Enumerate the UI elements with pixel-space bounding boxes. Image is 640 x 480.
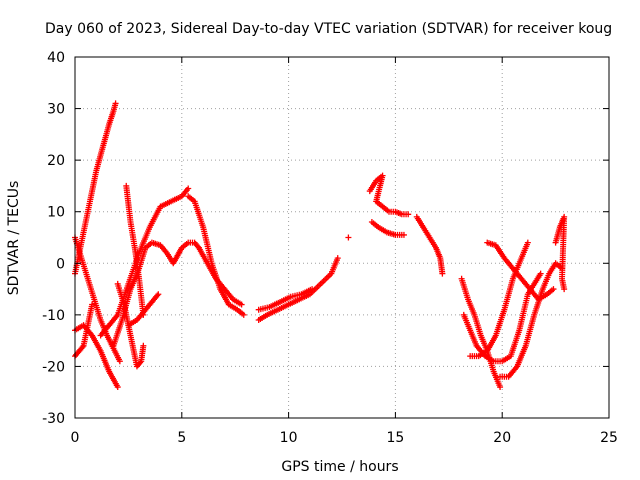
data-point <box>309 286 316 293</box>
y-tick-label: 40 <box>47 50 65 66</box>
data-point <box>112 100 119 107</box>
series-arc-short-rise <box>125 291 162 329</box>
data-point <box>79 344 86 351</box>
series-arc-18h-steep <box>458 275 504 391</box>
x-tick-label: 10 <box>280 430 298 446</box>
data-point <box>238 301 245 308</box>
series-arc-19h-down <box>484 239 557 303</box>
x-tick-label: 20 <box>493 430 511 446</box>
axis-ticks: 0 5 10 15 20 25 40 30 20 10 0 -10 -20 -30 <box>42 50 618 446</box>
data-point <box>154 292 161 299</box>
data-point <box>334 255 341 262</box>
data-point <box>405 211 412 218</box>
x-tick-label: 5 <box>177 430 186 446</box>
series-arc-12h-isolated <box>345 234 352 241</box>
series-arc-10h-upper <box>255 286 316 313</box>
x-tick-label: 15 <box>386 430 404 446</box>
data-point <box>537 270 544 277</box>
data-points <box>72 100 568 391</box>
y-axis-title: SDTVAR / TECUs <box>6 181 22 296</box>
y-tick-label: 10 <box>47 205 65 221</box>
series-arc-10h-plateau <box>255 255 341 324</box>
data-point <box>497 384 504 391</box>
data-point <box>439 270 446 277</box>
data-point <box>140 342 147 349</box>
y-tick-label: -10 <box>42 308 65 324</box>
data-point <box>524 239 531 246</box>
series-arc-from-15-down <box>123 182 147 318</box>
series-arc-19h-rise <box>467 239 531 360</box>
x-axis-title: GPS time / hours <box>281 459 398 475</box>
data-point <box>155 291 162 298</box>
data-point <box>550 286 557 293</box>
series-arc-drop-from-5 <box>72 234 123 365</box>
series-arc-16h-drop <box>413 213 446 277</box>
y-tick-label: 0 <box>56 256 65 272</box>
x-tick-label: 25 <box>600 430 618 446</box>
data-point <box>561 286 568 293</box>
y-tick-label: -30 <box>42 411 65 427</box>
series-arc-rise-to-31 <box>72 100 119 277</box>
series-arc-rise-to-12 <box>97 185 192 339</box>
data-point <box>194 243 201 250</box>
series-arc-14h-cluster <box>366 172 412 218</box>
data-point <box>137 359 144 366</box>
data-point <box>400 231 407 238</box>
series-arc-22h-tail <box>552 213 568 293</box>
series-arc-14h-lower <box>368 219 407 238</box>
series-arc-down-to-24 <box>72 322 121 391</box>
series-arc-decline-to-minus9 <box>195 244 245 308</box>
data-point <box>240 311 247 318</box>
y-tick-label: 20 <box>47 153 65 169</box>
data-point <box>89 301 96 308</box>
chart-title: Day 060 of 2023, Sidereal Day-to-day VTE… <box>45 21 612 37</box>
series-arc-20h-climb <box>497 260 566 380</box>
plot-frame <box>74 56 610 419</box>
data-point <box>185 185 192 192</box>
y-tick-label: -20 <box>42 359 65 375</box>
data-point <box>114 384 121 391</box>
y-tick-label: 30 <box>47 102 65 118</box>
data-point <box>345 234 352 241</box>
data-point <box>116 358 123 365</box>
series-arc-small-dip <box>114 280 147 370</box>
x-tick-label: 0 <box>71 430 80 446</box>
grid-lines <box>75 57 609 418</box>
